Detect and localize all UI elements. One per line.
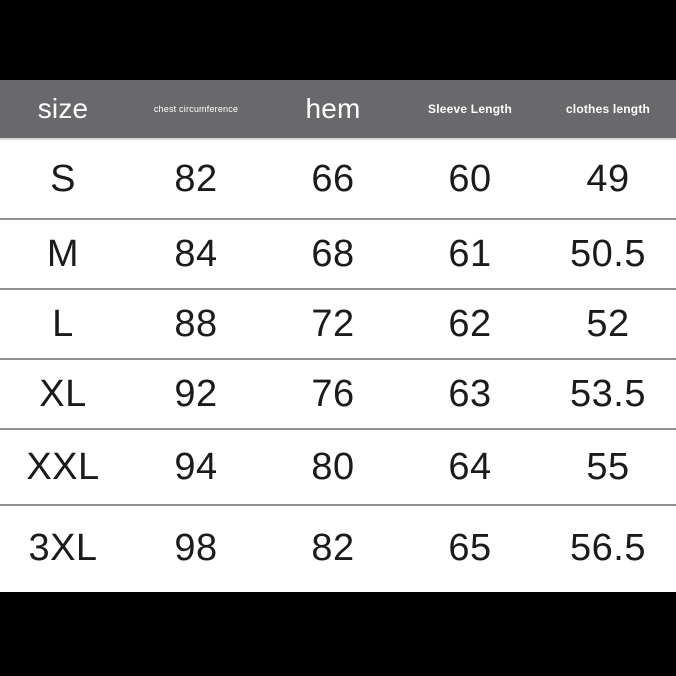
column-header-clothes-length: clothes length bbox=[540, 80, 676, 140]
cell-hem: 68 bbox=[266, 219, 400, 290]
bottom-black-band bbox=[0, 592, 676, 676]
top-black-band bbox=[0, 0, 676, 80]
cell-chest-circumference: 84 bbox=[126, 219, 266, 290]
table-row: XXL 94 80 64 55 bbox=[0, 429, 676, 506]
cell-hem: 82 bbox=[311, 526, 355, 569]
table-row: L 88 72 62 52 bbox=[0, 289, 676, 360]
cell-clothes-length: 50.5 bbox=[540, 219, 676, 290]
cell-chest-circumference: 98 bbox=[174, 526, 218, 569]
cell-chest-circumference: 92 bbox=[126, 359, 266, 430]
cell-chest-circumference: 82 bbox=[126, 139, 266, 220]
cell-sleeve-length: 62 bbox=[400, 289, 540, 360]
cell-sleeve-length: 63 bbox=[400, 359, 540, 430]
cell-size: L bbox=[0, 289, 126, 360]
cell-clothes-length: 55 bbox=[540, 429, 676, 506]
size-chart-table: size chest circumference hem Sleeve Length c… bbox=[0, 80, 676, 590]
cell-sleeve-length: 61 bbox=[400, 219, 540, 290]
cell-hem: 80 bbox=[266, 429, 400, 506]
cell-chest-circumference: 94 bbox=[126, 429, 266, 506]
cell-clothes-length: 53.5 bbox=[540, 359, 676, 430]
cell-size: M bbox=[0, 219, 126, 290]
cell-sleeve-length: 60 bbox=[400, 139, 540, 220]
column-header-hem: hem bbox=[266, 80, 400, 140]
cell-hem: 72 bbox=[266, 289, 400, 360]
cell-hem: 76 bbox=[266, 359, 400, 430]
cell-size: S bbox=[0, 139, 126, 220]
table-row: XL 92 76 63 53.5 bbox=[0, 359, 676, 430]
table-row: 3XL 98 82 65 56.5 bbox=[0, 505, 676, 590]
table-row: M 84 68 61 50.5 bbox=[0, 219, 676, 290]
size-chart-sheet: size chest circumference hem Sleeve Length c… bbox=[0, 80, 676, 592]
cell-size: XL bbox=[0, 359, 126, 430]
column-header-size: size bbox=[0, 80, 126, 140]
cell-clothes-length: 52 bbox=[540, 289, 676, 360]
cell-sleeve-length: 64 bbox=[400, 429, 540, 506]
cell-sleeve-length: 65 bbox=[448, 526, 492, 569]
cell-chest-circumference: 88 bbox=[126, 289, 266, 360]
column-header-sleeve-length: Sleeve Length bbox=[400, 80, 540, 140]
cell-clothes-length: 56.5 bbox=[570, 526, 646, 569]
cell-clothes-length: 49 bbox=[540, 139, 676, 220]
table-row: S 82 66 60 49 bbox=[0, 139, 676, 220]
cell-hem: 66 bbox=[266, 139, 400, 220]
size-table-body: S 82 66 60 49 M 84 68 61 50.5 L 88 72 62 52 XL 92 76 63 53.… bbox=[0, 139, 676, 590]
cell-size: XXL bbox=[0, 429, 126, 506]
cell-size: 3XL bbox=[28, 526, 98, 569]
size-table-header-row: size chest circumference hem Sleeve Length c… bbox=[0, 80, 676, 140]
column-header-chest-circumference: chest circumference bbox=[126, 80, 266, 140]
